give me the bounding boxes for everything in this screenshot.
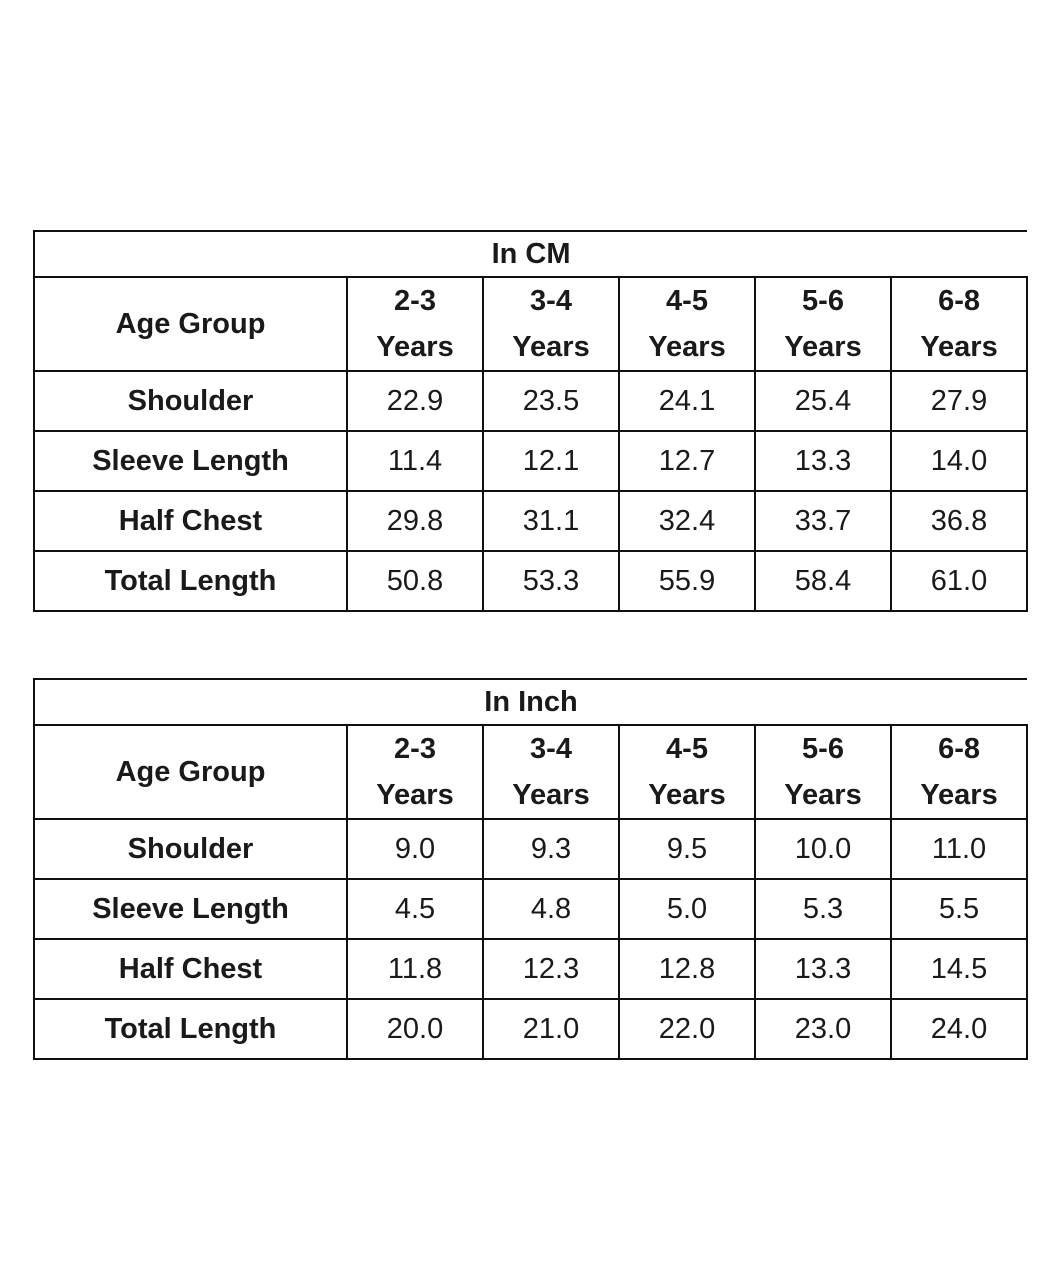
table-cell: 14.5 — [889, 938, 1029, 1000]
table-cell: 55.9 — [618, 550, 756, 612]
table-cell: 31.1 — [482, 490, 620, 552]
table-row: Half Chest 11.8 12.3 12.8 13.3 14.5 — [33, 938, 1029, 1000]
age-unit: Years — [512, 331, 590, 363]
row-label: Sleeve Length — [33, 878, 348, 940]
table-cell: 5.3 — [754, 878, 892, 940]
table-cell: 9.5 — [618, 818, 756, 880]
age-column-header: 6-8 Years — [889, 724, 1029, 820]
age-column-header: 3-4 Years — [482, 276, 620, 372]
table-cell: 12.3 — [482, 938, 620, 1000]
table-cell: 22.9 — [346, 370, 484, 432]
age-range: 4-5 — [666, 285, 708, 317]
age-column-header: 3-4 Years — [482, 724, 620, 820]
table-cell: 23.5 — [482, 370, 620, 432]
table-cell: 24.1 — [618, 370, 756, 432]
age-column-header: 4-5 Years — [618, 276, 756, 372]
table-cell: 14.0 — [889, 430, 1029, 492]
table-cell: 29.8 — [346, 490, 484, 552]
row-label: Shoulder — [33, 818, 348, 880]
table-cell: 13.3 — [754, 938, 892, 1000]
age-unit: Years — [784, 331, 862, 363]
table-cell: 10.0 — [754, 818, 892, 880]
table-cell: 11.8 — [346, 938, 484, 1000]
age-column-header: 4-5 Years — [618, 724, 756, 820]
age-unit: Years — [920, 779, 998, 811]
table-cell: 12.8 — [618, 938, 756, 1000]
table-cell: 22.0 — [618, 998, 756, 1060]
table-cell: 11.4 — [346, 430, 484, 492]
table-row: Sleeve Length 4.5 4.8 5.0 5.3 5.5 — [33, 878, 1029, 940]
row-label: Total Length — [33, 998, 348, 1060]
age-column-header: 5-6 Years — [754, 724, 892, 820]
table-cell: 27.9 — [889, 370, 1029, 432]
row-label: Shoulder — [33, 370, 348, 432]
age-range: 6-8 — [938, 733, 980, 765]
age-column-header: 5-6 Years — [754, 276, 892, 372]
table-cell: 12.1 — [482, 430, 620, 492]
table-row: Total Length 20.0 21.0 22.0 23.0 24.0 — [33, 998, 1029, 1060]
table-cell: 5.5 — [889, 878, 1029, 940]
row-label: Total Length — [33, 550, 348, 612]
table-cell: 20.0 — [346, 998, 484, 1060]
table-row: Sleeve Length 11.4 12.1 12.7 13.3 14.0 — [33, 430, 1029, 492]
table-row: Shoulder 22.9 23.5 24.1 25.4 27.9 — [33, 370, 1029, 432]
size-table-cm: In CM Age Group 2-3 Years 3-4 Years 4-5 Yea… — [32, 230, 1029, 612]
table-cell: 33.7 — [754, 490, 892, 552]
table-title: In CM — [32, 230, 1028, 278]
table-row: Total Length 50.8 53.3 55.9 58.4 61.0 — [33, 550, 1029, 612]
table-cell: 11.0 — [889, 818, 1029, 880]
age-column-header: 2-3 Years — [346, 276, 484, 372]
table-cell: 50.8 — [346, 550, 484, 612]
table-cell: 9.3 — [482, 818, 620, 880]
size-table-inch: In Inch Age Group 2-3 Years 3-4 Years 4-5 Y… — [32, 678, 1029, 1060]
table-cell: 36.8 — [889, 490, 1029, 552]
table-cell: 21.0 — [482, 998, 620, 1060]
age-unit: Years — [376, 331, 454, 363]
header-row: Age Group 2-3 Years 3-4 Years 4-5 Years 5-6… — [33, 276, 1029, 372]
row-label: Sleeve Length — [33, 430, 348, 492]
table-cell: 12.7 — [618, 430, 756, 492]
table-cell: 4.8 — [482, 878, 620, 940]
age-group-label: Age Group — [33, 724, 348, 820]
table-cell: 5.0 — [618, 878, 756, 940]
table-cell: 13.3 — [754, 430, 892, 492]
row-label: Half Chest — [33, 490, 348, 552]
row-label: Half Chest — [33, 938, 348, 1000]
table-row: Shoulder 9.0 9.3 9.5 10.0 11.0 — [33, 818, 1029, 880]
age-unit: Years — [376, 779, 454, 811]
age-range: 3-4 — [530, 733, 572, 765]
table-cell: 9.0 — [346, 818, 484, 880]
table-row: Half Chest 29.8 31.1 32.4 33.7 36.8 — [33, 490, 1029, 552]
header-row: Age Group 2-3 Years 3-4 Years 4-5 Years 5-6… — [33, 724, 1029, 820]
age-unit: Years — [512, 779, 590, 811]
age-column-header: 2-3 Years — [346, 724, 484, 820]
age-column-header: 6-8 Years — [889, 276, 1029, 372]
table-cell: 58.4 — [754, 550, 892, 612]
age-range: 5-6 — [802, 733, 844, 765]
age-unit: Years — [648, 779, 726, 811]
table-cell: 53.3 — [482, 550, 620, 612]
age-range: 2-3 — [394, 285, 436, 317]
table-cell: 23.0 — [754, 998, 892, 1060]
age-unit: Years — [920, 331, 998, 363]
age-range: 2-3 — [394, 733, 436, 765]
age-range: 4-5 — [666, 733, 708, 765]
table-title: In Inch — [32, 678, 1028, 726]
age-range: 5-6 — [802, 285, 844, 317]
age-range: 6-8 — [938, 285, 980, 317]
age-unit: Years — [648, 331, 726, 363]
table-cell: 24.0 — [889, 998, 1029, 1060]
table-cell: 4.5 — [346, 878, 484, 940]
table-cell: 61.0 — [889, 550, 1029, 612]
table-cell: 32.4 — [618, 490, 756, 552]
table-cell: 25.4 — [754, 370, 892, 432]
age-unit: Years — [784, 779, 862, 811]
age-range: 3-4 — [530, 285, 572, 317]
age-group-label: Age Group — [33, 276, 348, 372]
